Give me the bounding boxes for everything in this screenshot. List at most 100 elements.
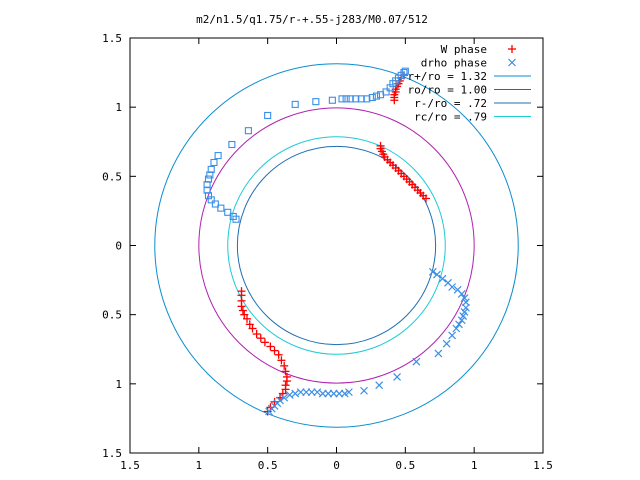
x-tick-label: 1.5	[120, 459, 140, 472]
drho-phase-point	[452, 324, 461, 333]
drho-phase-point	[360, 386, 368, 395]
w-phase-point	[421, 194, 430, 203]
y-tick-label: 0.5	[102, 170, 122, 183]
drho-phase-point	[442, 339, 451, 348]
drho-phase-point	[228, 140, 236, 149]
drho-phase-point	[229, 212, 237, 220]
legend-label: drho phase	[421, 57, 487, 70]
drho-phase-point	[461, 298, 470, 307]
marker-stroke	[265, 407, 273, 416]
drho-phase-point	[328, 96, 336, 104]
y-tick-label: 1	[115, 378, 122, 391]
w-phase-point	[281, 367, 290, 376]
marker-stroke	[461, 303, 470, 312]
x-tick-label: 1	[471, 459, 478, 472]
circle-series	[236, 145, 437, 346]
drho-phase-point	[460, 294, 469, 302]
marker-stroke	[448, 331, 457, 340]
marker-stroke	[428, 267, 437, 276]
drho-phase-point	[264, 111, 272, 120]
marker-stroke	[457, 289, 466, 298]
drho-phase-point	[312, 98, 320, 106]
w-phase-point	[270, 397, 279, 406]
w-phase-point	[280, 361, 289, 370]
w-phase-point	[252, 330, 261, 339]
legend-label: W phase	[441, 43, 487, 56]
marker-stroke	[291, 389, 300, 398]
legend-label: rc/ro = .79	[414, 111, 487, 124]
marker-stroke	[375, 381, 384, 390]
w-phase-point	[256, 334, 265, 343]
x-tick-label: 1	[196, 459, 203, 472]
drho-phase-point	[210, 158, 218, 167]
marker-stroke	[508, 58, 516, 67]
drho-phase-point	[461, 303, 470, 312]
legend-marker	[508, 58, 516, 67]
drho-phase-point	[217, 204, 225, 212]
drho-phase-point	[204, 175, 213, 183]
drho-phase-point	[448, 331, 457, 340]
circle-series	[198, 107, 475, 384]
w-phase-point	[282, 372, 291, 381]
drho-phase-point	[372, 92, 380, 100]
drho-phase-point	[401, 67, 409, 75]
marker-stroke	[393, 372, 401, 381]
w-phase-point	[260, 338, 269, 347]
legend-label: ro/ro = 1.00	[408, 84, 487, 97]
drho-phase-point	[265, 407, 273, 416]
drho-phase-point	[207, 165, 215, 173]
x-tick-label: 0.5	[258, 459, 278, 472]
drho-phase-point	[455, 320, 463, 329]
w-phase-point	[243, 314, 252, 323]
w-phase-point	[245, 320, 254, 329]
w-phase-point	[266, 342, 275, 351]
w-phase-point	[270, 346, 279, 355]
drho-phase-point	[338, 95, 346, 103]
w-phase-point	[281, 381, 290, 390]
drho-phase-point	[433, 270, 441, 279]
y-tick-label: 1.5	[102, 447, 122, 460]
w-phase-point	[237, 287, 246, 296]
chart-title: m2/n1.5/q1.75/r-+.55-j283/M0.07/512	[196, 13, 428, 26]
marker-stroke	[452, 324, 461, 333]
legend-label: r+/ro = 1.32	[408, 70, 487, 83]
legend-label: r-/ro = .72	[414, 97, 487, 110]
w-phase-point	[238, 306, 247, 315]
drho-phase-point	[428, 267, 437, 276]
marker-stroke	[455, 320, 463, 329]
w-phase-point	[277, 356, 286, 365]
drho-phase-point	[457, 316, 466, 325]
drho-phase-point	[285, 390, 294, 399]
marker-stroke	[444, 278, 452, 287]
w-phase-point	[248, 324, 257, 333]
w-phase-point	[240, 310, 249, 319]
marker-stroke	[285, 390, 294, 399]
marker-stroke	[459, 312, 468, 320]
drho-phase-point	[457, 289, 466, 298]
x-tick-label: 1.5	[533, 459, 553, 472]
drho-phase-point	[368, 93, 376, 102]
x-tick-label: 0.5	[395, 459, 415, 472]
marker-stroke	[460, 294, 469, 302]
marker-stroke	[280, 393, 289, 402]
radius-circles	[154, 63, 519, 428]
legend-marker	[508, 45, 516, 53]
drho-phase-point	[434, 349, 443, 358]
w-phase-point	[390, 96, 399, 105]
drho-phase-point	[342, 95, 350, 103]
drho-phase-point	[412, 357, 421, 366]
axis-ticks: 1.5 1 0.5 0 0.5 1 1.51.510.500.511.5	[102, 32, 553, 472]
drho-phase-point	[438, 274, 447, 283]
marker-stroke	[461, 298, 470, 307]
marker-stroke	[434, 349, 443, 358]
drho-phase-point	[211, 200, 219, 208]
drho-phase-point	[375, 381, 384, 390]
marker-stroke	[442, 339, 451, 348]
drho-phase-point	[224, 208, 232, 216]
w-phase-point	[274, 350, 283, 359]
marker-stroke	[296, 388, 305, 397]
circle-series	[227, 136, 446, 355]
marker-stroke	[448, 283, 457, 291]
marker-stroke	[412, 357, 421, 366]
